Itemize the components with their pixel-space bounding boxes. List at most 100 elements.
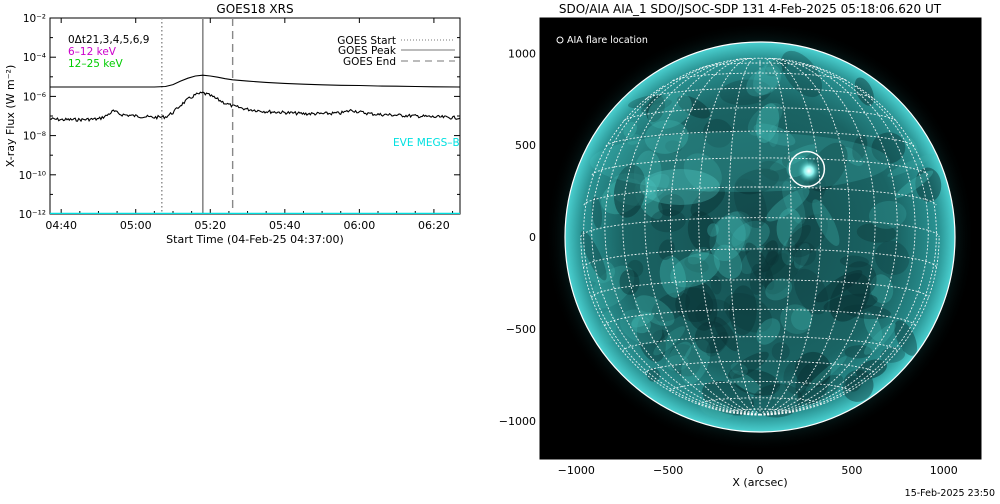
aia-grid-longitude: [759, 57, 792, 416]
aia-plasma-patch: [842, 369, 874, 402]
aia-grid-longitude: [591, 65, 761, 416]
eve-megs-label: EVE MEGS–B: [393, 137, 460, 149]
legend-channel-6-12kev: 6–12 keV: [68, 46, 117, 58]
aia-plasma-patch: [854, 77, 874, 106]
aia-grid-latitude: [701, 62, 819, 69]
x-tick-label: 04:40: [45, 219, 77, 232]
aia-plasma-patch: [764, 244, 802, 295]
legend-goes-end: GOES End: [343, 56, 396, 68]
aia-plasma-patch: [812, 199, 840, 246]
aia-plasma-patch: [758, 240, 779, 273]
aia-plasma-patch: [768, 125, 779, 147]
aia-plasma-patch: [844, 345, 873, 359]
aia-plasma-patch: [613, 164, 646, 218]
aia-grid-longitude: [669, 58, 761, 416]
aia-plasma-patch: [734, 168, 779, 195]
aia-plasma-patch: [652, 329, 669, 343]
aia-plasma-patch: [856, 359, 887, 380]
aia-plasma-patch: [740, 245, 768, 275]
aia-axis-ticks: −1000 −500 0 500 1000 −1000 −500 0 500 1000: [499, 18, 981, 477]
aia-grid-longitude: [759, 58, 876, 416]
aia-plasma-patch: [843, 261, 877, 297]
y-tick-label: 10⁻⁴: [23, 52, 46, 64]
aia-plasma-patch: [635, 295, 675, 327]
aia-plasma-patch: [681, 339, 711, 385]
aia-plasma-patch: [792, 241, 817, 266]
aia-plasma-patch: [756, 318, 781, 345]
aia-plasma-patch: [631, 315, 651, 334]
aia-plasma-patch: [619, 309, 663, 345]
aia-plasma-patch: [780, 304, 812, 335]
aia-plasma-patch: [863, 311, 883, 342]
aia-plasma-patch: [765, 250, 779, 266]
aia-x-tick-label: −500: [653, 464, 683, 477]
aia-plasma-patch: [915, 167, 942, 202]
aia-grid-longitude: [759, 85, 937, 416]
goes-series: [50, 74, 460, 214]
aia-grid-latitude: [728, 408, 792, 413]
y-tick-label: 10⁻⁶: [23, 91, 46, 103]
aia-plasma-patch: [771, 342, 790, 361]
aia-legend-label: AIA flare location: [567, 35, 648, 46]
goes-xlabel: Start Time (04-Feb-25 04:37:00): [166, 233, 344, 246]
aia-x-tick-label: −1000: [558, 464, 595, 477]
aia-plasma-patch: [727, 351, 769, 379]
aia-plasma-patch: [746, 67, 780, 97]
y-tick-label: 10⁻¹²: [19, 209, 46, 221]
aia-plasma-patch: [669, 344, 701, 377]
y-tick-label: 10⁻²: [23, 13, 46, 25]
aia-plasma-patch: [683, 153, 722, 192]
aia-x-tick-label: 1000: [930, 464, 958, 477]
aia-plasma-patch: [653, 326, 686, 356]
aia-plasma-patch: [713, 316, 739, 352]
aia-plasma-patch: [591, 196, 603, 229]
aia-plasma-patch: [762, 253, 789, 277]
aia-plasma-patch: [658, 239, 675, 260]
aia-plasma-patch: [706, 331, 729, 357]
goes-axis-ticks: 04:40 05:00 05:20 05:40 06:00 06:20 10⁻¹² 10⁻¹⁰…: [19, 13, 460, 232]
aia-grid-latitude: [591, 279, 929, 299]
aia-plasma-patch: [695, 299, 734, 328]
aia-plasma-patch: [785, 224, 811, 252]
aia-active-belt: [590, 132, 890, 192]
aia-plasma-patch: [874, 240, 910, 275]
aia-plasma-patch: [783, 359, 813, 395]
aia-plasma-patch: [781, 239, 797, 265]
aia-grid-longitude: [622, 59, 761, 416]
aia-legend-marker: [556, 36, 564, 44]
aia-plasma-patch: [731, 220, 770, 252]
aia-plasma-patch: [732, 369, 781, 396]
aia-disk-texture: [580, 50, 942, 419]
aia-limb-outline: [564, 41, 956, 433]
aia-plasma-patch: [839, 255, 870, 268]
aia-plasma-patch: [626, 134, 641, 145]
aia-y-tick-label: −500: [506, 323, 536, 336]
aia-plasma-patch: [887, 153, 935, 177]
aia-plasma-patch: [659, 255, 687, 298]
aia-plasma-patch: [647, 91, 692, 129]
aia-plasma-patch: [636, 314, 666, 362]
aia-plasma-patch: [646, 368, 661, 382]
goes-series-line-1: [50, 91, 460, 123]
aia-plasma-patch: [729, 285, 757, 336]
goes-legend-channels: 0Δt21,3,4,5,6,9 6–12 keV 12–25 keV: [68, 34, 149, 70]
aia-plasma-patch: [774, 383, 799, 411]
goes-xrs-plot: GOES18 XRS 04:40 05:00 05:20 05:40 06:00 06:2…: [4, 2, 461, 246]
aia-plasma-patch: [702, 118, 733, 148]
aia-xlabel: X (arcsec): [732, 476, 787, 489]
aia-plasma-patch: [658, 193, 685, 217]
aia-plasma-patch: [870, 274, 894, 304]
aia-grid-latitude: [583, 186, 937, 206]
aia-plasma-patch: [627, 259, 644, 278]
aia-plasma-patch: [895, 170, 934, 198]
aia-grid-longitude: [759, 57, 822, 416]
aia-plasma-patch: [639, 173, 670, 201]
aia-plasma-patch: [730, 362, 748, 376]
aia-active-region: [640, 169, 720, 205]
aia-grid-longitude: [759, 58, 851, 416]
x-tick-label: 06:20: [418, 219, 450, 232]
aia-plasma-patch: [675, 287, 714, 323]
goes-event-lines: [161, 18, 234, 214]
